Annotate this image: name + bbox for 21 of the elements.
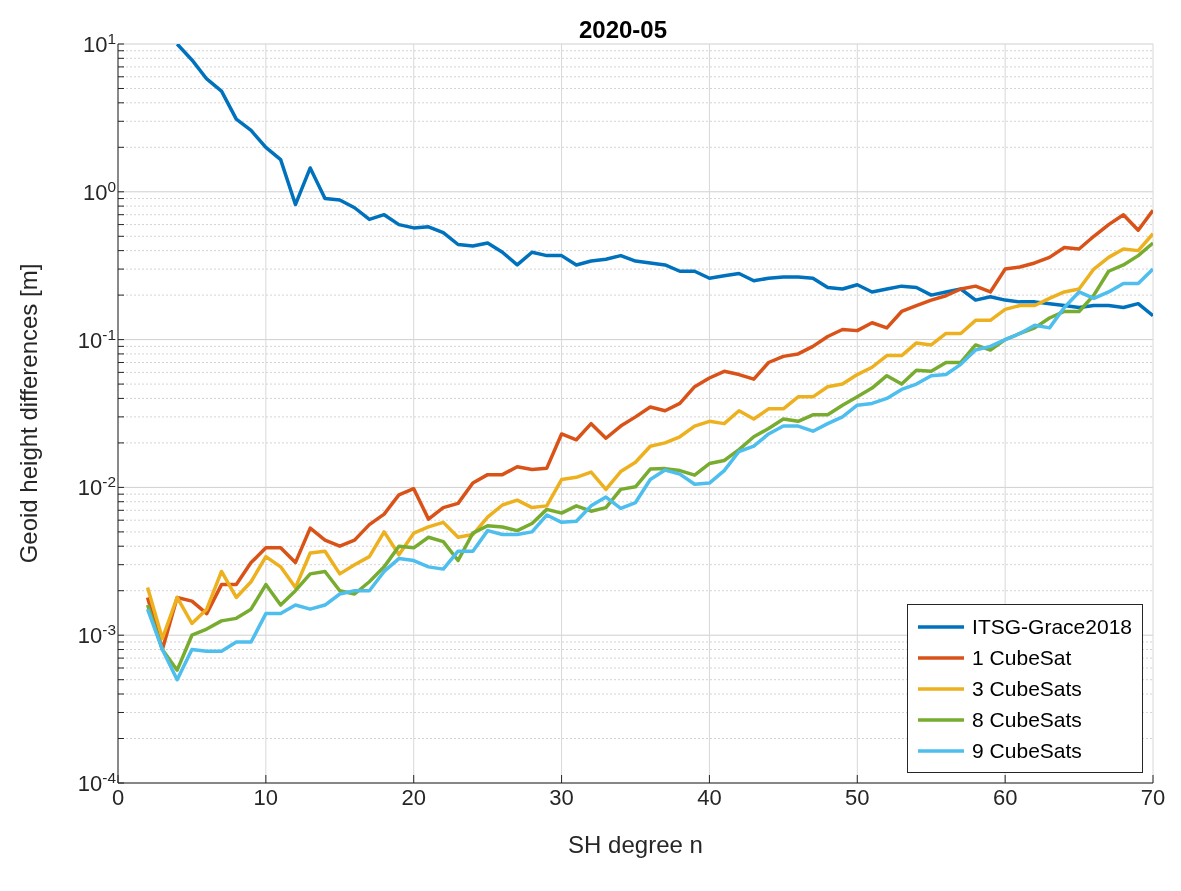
y-tick-label: 10$^{-3}$ (77, 620, 116, 649)
x-tick-label: 10 (253, 784, 279, 810)
y-tick-label: 10$^{0}$ (82, 177, 116, 205)
y-axis-title: Geoid height differences [m] (14, 263, 42, 564)
legend-label: 3 CubeSats (972, 676, 1082, 701)
x-tick-label: 50 (845, 784, 870, 810)
legend-label: 9 CubeSats (972, 738, 1082, 763)
x-tick-label: 30 (549, 784, 574, 810)
x-tick-label: 60 (992, 784, 1018, 810)
legend-label: 1 CubeSat (972, 645, 1072, 670)
y-tick-label: 10$^{1}$ (82, 29, 116, 57)
x-axis-title: SH degree n (568, 831, 703, 858)
x-tick-label: 70 (1140, 784, 1166, 810)
chart-title: 2020-05 (578, 16, 668, 43)
x-tick-label: 40 (697, 784, 722, 810)
x-tick-label: 20 (401, 784, 426, 810)
y-tick-label: 10$^{-2}$ (77, 472, 116, 501)
line-series (175, 44, 1153, 318)
legend-label: ITSG-Grace2018 (972, 614, 1132, 639)
y-tick-label: 10$^{-1}$ (77, 325, 116, 353)
legend-label: 8 CubeSats (972, 707, 1082, 732)
